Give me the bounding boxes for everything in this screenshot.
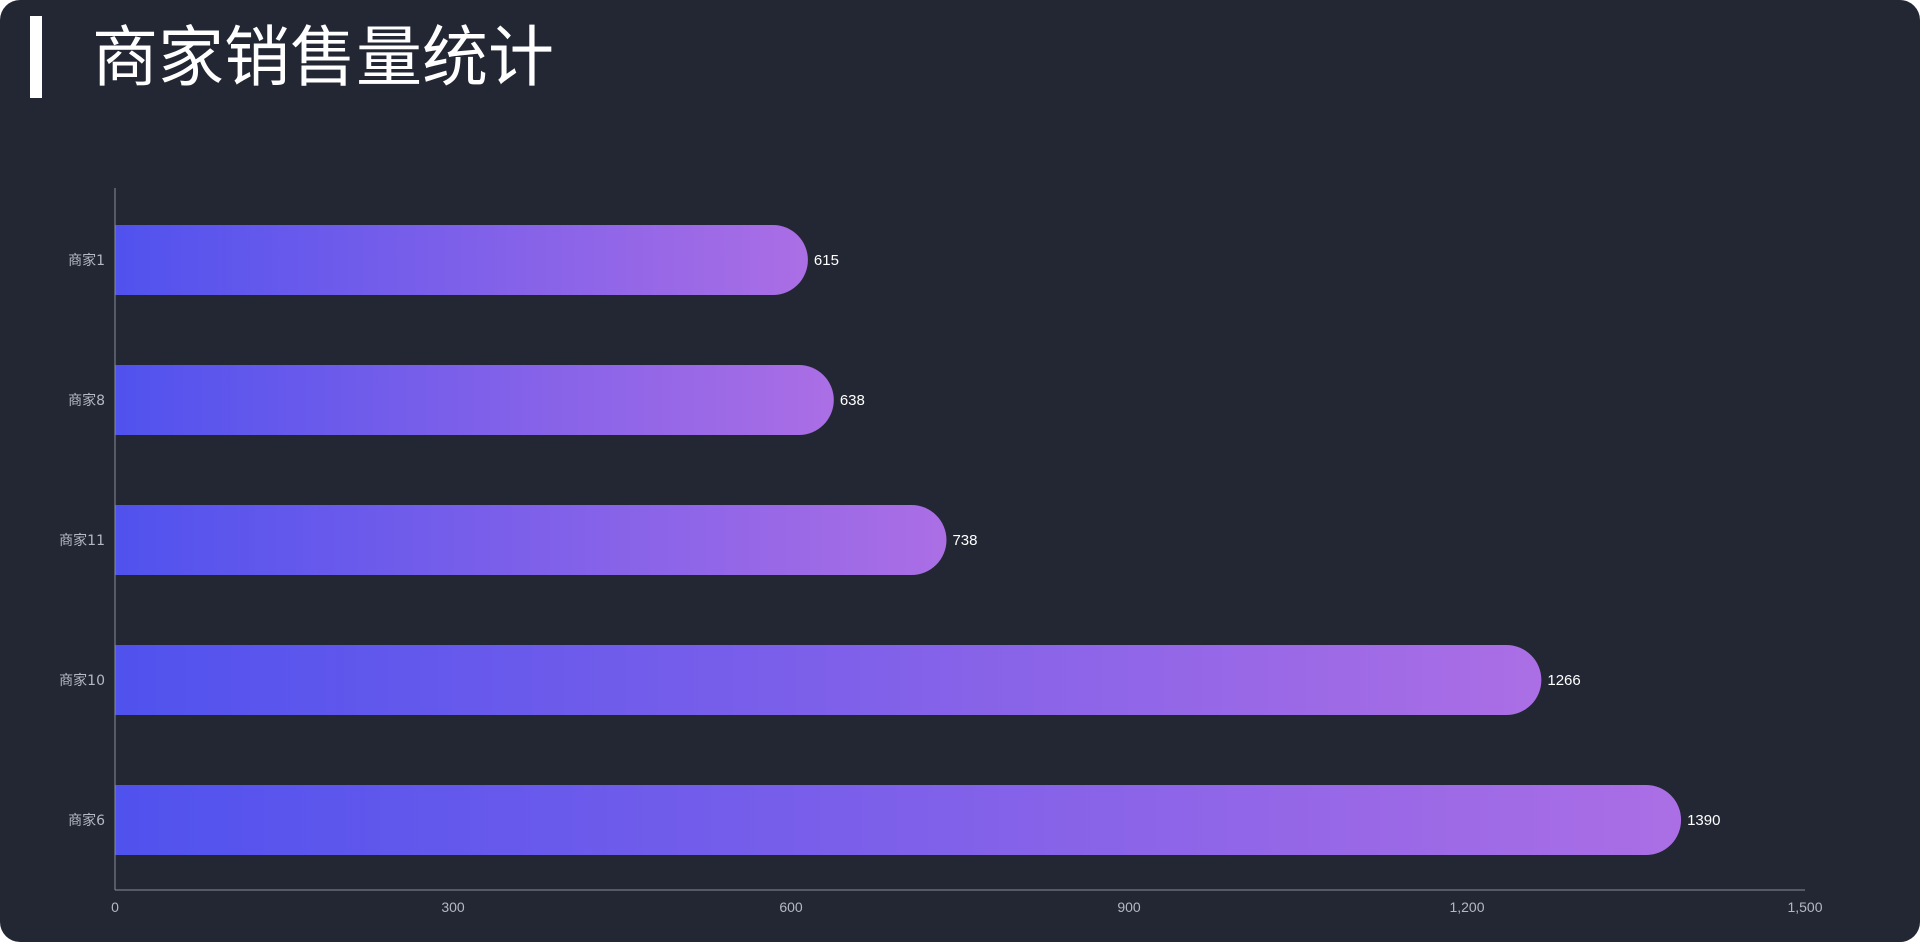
x-tick-label: 300 — [441, 899, 465, 915]
data-label: 738 — [952, 532, 977, 549]
bar — [115, 505, 947, 575]
x-tick-label: 900 — [1117, 899, 1141, 915]
data-label: 1390 — [1687, 812, 1720, 829]
x-tick-label: 600 — [779, 899, 803, 915]
title-accent-bar — [30, 16, 42, 98]
bar — [115, 785, 1682, 855]
axes-group: 0 300 600 900 1,200 1,500 商家1 商家8 商家11 商家10 商家6 — [59, 188, 1823, 915]
category-label: 商家6 — [68, 812, 105, 829]
category-label: 商家1 — [68, 252, 105, 269]
data-label: 615 — [814, 252, 839, 269]
category-label: 商家11 — [59, 532, 105, 549]
bars-group: 615 638 738 1266 1390 — [115, 225, 1720, 855]
page-title: 商家销售量统计 — [92, 19, 554, 96]
data-label: 1266 — [1547, 672, 1580, 689]
bar — [115, 645, 1542, 715]
x-tick-label: 1,200 — [1449, 899, 1484, 915]
x-tick-label: 1,500 — [1787, 899, 1822, 915]
category-label: 商家10 — [59, 672, 105, 689]
bar — [115, 225, 808, 295]
data-label: 638 — [840, 392, 865, 409]
x-tick-label: 0 — [111, 899, 119, 915]
category-label: 商家8 — [68, 392, 105, 409]
bar — [115, 365, 834, 435]
